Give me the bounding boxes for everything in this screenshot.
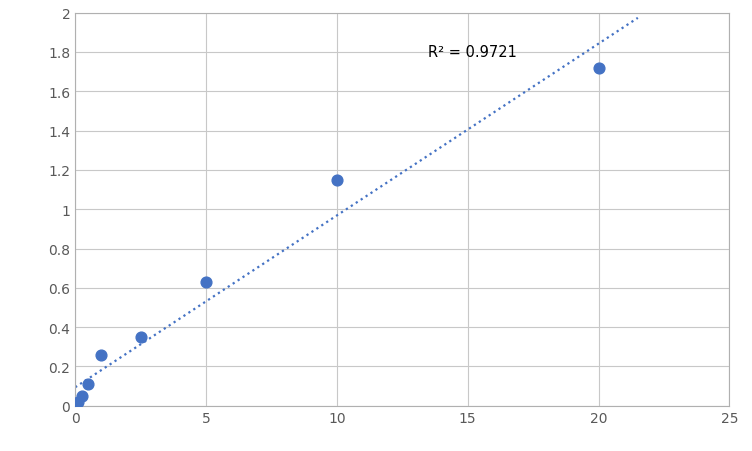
Text: R² = 0.9721: R² = 0.9721 — [429, 45, 517, 60]
Point — [331, 177, 343, 184]
Point — [76, 392, 88, 400]
Point — [82, 381, 94, 388]
Point — [72, 398, 84, 405]
Point — [135, 334, 147, 341]
Point — [593, 65, 605, 72]
Point — [69, 402, 81, 410]
Point — [96, 351, 108, 359]
Point — [200, 279, 212, 286]
